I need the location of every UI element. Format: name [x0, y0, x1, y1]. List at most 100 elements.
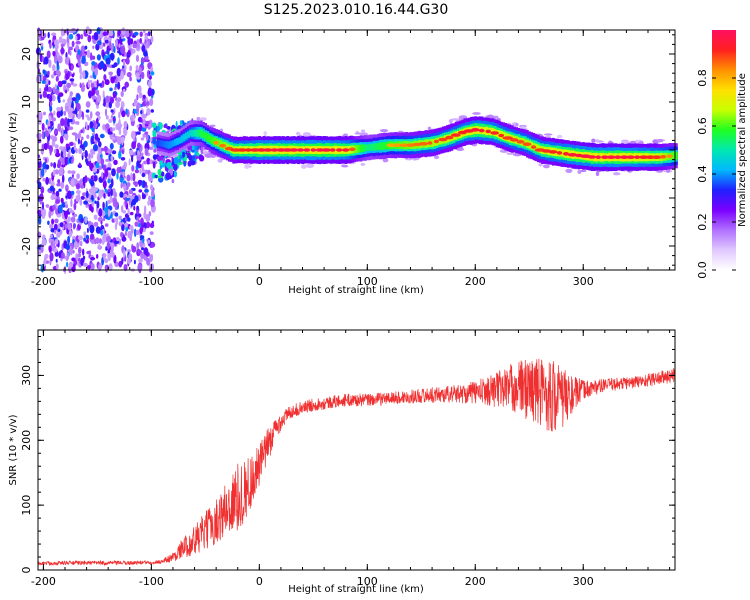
- noise-speckle: [46, 84, 49, 92]
- halo-cell: [580, 169, 587, 173]
- noise-speckle: [136, 41, 140, 50]
- noise-speckle: [52, 86, 56, 94]
- noise-speckle: [85, 234, 90, 239]
- noise-speckle: [57, 179, 61, 184]
- noise-speckle: [61, 201, 66, 208]
- noise-speckle: [90, 257, 96, 261]
- noise-speckle: [80, 71, 83, 75]
- halo-cell: [354, 132, 363, 135]
- noise-speckle: [49, 234, 54, 239]
- y-tick-label: 300: [20, 365, 33, 386]
- noise-speckle: [50, 194, 55, 201]
- ridge-band: [672, 151, 676, 161]
- noise-speckle: [166, 126, 171, 130]
- noise-speckle: [52, 204, 56, 211]
- noise-speckle: [118, 43, 121, 48]
- noise-speckle: [114, 222, 118, 231]
- y-tick-label: 0: [20, 147, 33, 154]
- ridge-band: [361, 144, 365, 153]
- noise-speckle: [82, 192, 87, 197]
- noise-speckle: [142, 170, 145, 174]
- noise-speckle: [69, 242, 74, 247]
- noise-speckle: [66, 252, 70, 260]
- noise-speckle: [123, 264, 128, 272]
- noise-speckle: [125, 108, 128, 115]
- noise-speckle: [123, 127, 128, 137]
- noise-speckle: [96, 54, 101, 61]
- noise-speckle: [122, 171, 125, 178]
- noise-speckle: [115, 100, 120, 108]
- noise-speckle: [128, 199, 132, 206]
- ridge-band: [158, 140, 162, 147]
- noise-speckle: [111, 168, 116, 177]
- ridge-peak: [433, 139, 439, 144]
- noise-speckle: [61, 174, 65, 183]
- ridge-peak: [321, 148, 332, 152]
- noise-speckle: [171, 178, 175, 184]
- noise-speckle: [107, 172, 112, 181]
- noise-speckle: [42, 162, 47, 170]
- y-tick-label: 0: [20, 567, 33, 574]
- noise-speckle: [49, 224, 54, 229]
- noise-speckle: [75, 253, 79, 261]
- noise-speckle: [48, 128, 52, 134]
- noise-speckle: [129, 211, 134, 216]
- snr-x-axis-label: Height of straight line (km): [288, 584, 424, 595]
- noise-speckle: [140, 137, 145, 141]
- noise-speckle: [138, 92, 143, 99]
- noise-speckle: [95, 237, 100, 245]
- noise-speckle: [137, 219, 142, 223]
- noise-speckle: [140, 152, 144, 157]
- noise-speckle: [51, 74, 55, 79]
- noise-speckle: [65, 204, 69, 209]
- noise-speckle: [141, 172, 146, 178]
- noise-speckle: [49, 101, 53, 107]
- noise-speckle: [40, 186, 45, 194]
- ridge-band: [176, 138, 179, 145]
- noise-speckle: [85, 239, 89, 244]
- noise-speckle: [120, 45, 126, 55]
- noise-speckle: [84, 150, 88, 159]
- noise-speckle: [45, 176, 49, 185]
- noise-speckle: [65, 243, 71, 251]
- noise-speckle: [88, 90, 92, 99]
- noise-speckle: [133, 228, 137, 237]
- noise-speckle: [60, 110, 63, 117]
- noise-speckle: [58, 204, 63, 214]
- noise-speckle: [70, 178, 75, 188]
- noise-speckle: [106, 241, 111, 250]
- noise-speckle: [60, 135, 64, 144]
- noise-speckle: [49, 105, 53, 112]
- noise-speckle: [107, 192, 111, 197]
- ridge-band: [208, 135, 212, 143]
- noise-speckle: [112, 76, 116, 80]
- noise-speckle: [121, 183, 125, 187]
- colorbar-gradient: [712, 30, 736, 270]
- noise-speckle: [129, 65, 133, 72]
- noise-speckle: [64, 210, 68, 220]
- ridge-band: [370, 143, 374, 151]
- noise-speckle: [52, 50, 56, 57]
- ridge-band: [357, 144, 361, 153]
- noise-speckle: [109, 87, 113, 92]
- noise-speckle: [107, 249, 111, 254]
- noise-speckle: [56, 107, 62, 112]
- noise-speckle: [110, 109, 114, 113]
- noise-speckle: [114, 86, 117, 91]
- noise-speckle: [40, 36, 45, 41]
- noise-speckle: [55, 148, 60, 155]
- noise-speckle: [101, 239, 105, 245]
- noise-speckle: [149, 98, 154, 106]
- noise-speckle: [136, 160, 140, 167]
- noise-speckle: [68, 107, 74, 111]
- ridge-peak: [563, 152, 569, 156]
- noise-speckle: [61, 163, 66, 168]
- snr-series: [37, 358, 676, 567]
- noise-speckle: [57, 80, 63, 88]
- ridge-band: [359, 144, 363, 153]
- noise-speckle: [98, 208, 103, 217]
- noise-speckle: [104, 79, 110, 86]
- noise-speckle: [82, 70, 86, 79]
- noise-speckle: [101, 147, 105, 152]
- halo-cell: [302, 132, 311, 137]
